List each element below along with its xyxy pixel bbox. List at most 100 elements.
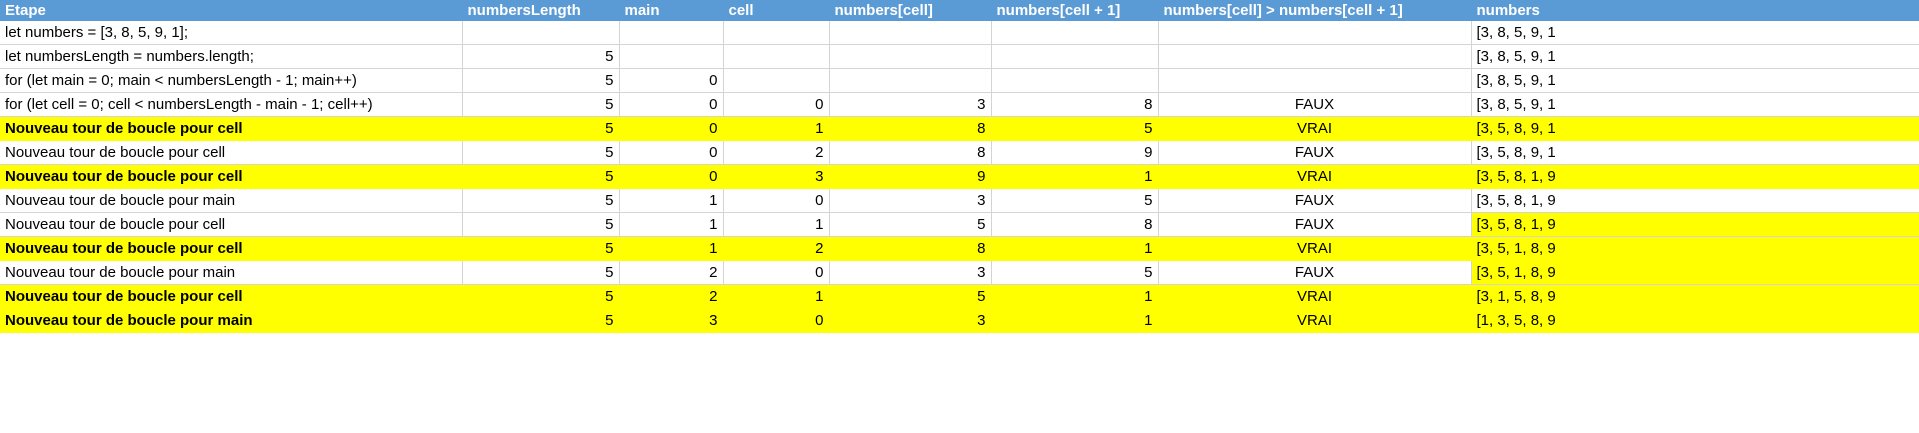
cell-numbers-cell-next[interactable]: 5 [991,116,1159,141]
cell-comparison[interactable]: FAUX [1158,260,1472,285]
cell-numbers-length[interactable]: 5 [462,92,620,117]
cell-numbers-cell[interactable]: 3 [829,260,992,285]
cell-comparison[interactable]: FAUX [1158,140,1472,165]
cell-numbers[interactable]: [1, 3, 5, 8, 9 [1471,308,1919,333]
cell-numbers-cell-next[interactable] [991,68,1159,93]
cell-numbers-cell[interactable]: 3 [829,92,992,117]
cell-numbers-cell[interactable]: 3 [829,188,992,213]
cell-main[interactable]: 0 [619,140,724,165]
cell-numbers-cell-next[interactable]: 8 [991,92,1159,117]
cell-cell[interactable]: 1 [723,116,830,141]
cell-step[interactable]: for (let cell = 0; cell < numbersLength … [0,92,463,117]
cell-comparison[interactable]: FAUX [1158,212,1472,237]
cell-step[interactable]: Nouveau tour de boucle pour main [0,308,463,333]
cell-step[interactable]: Nouveau tour de boucle pour cell [0,164,463,189]
cell-numbers-cell-next[interactable]: 8 [991,212,1159,237]
cell-numbers[interactable]: [3, 5, 8, 9, 1 [1471,116,1919,141]
header-numbers-length[interactable]: numbersLength [462,0,620,21]
cell-numbers-cell-next[interactable]: 1 [991,164,1159,189]
cell-cell[interactable] [723,68,830,93]
cell-numbers-cell-next[interactable]: 5 [991,188,1159,213]
header-numbers-cell-next[interactable]: numbers[cell + 1] [991,0,1159,21]
cell-cell[interactable]: 2 [723,140,830,165]
cell-numbers-length[interactable]: 5 [462,260,620,285]
cell-cell[interactable]: 3 [723,164,830,189]
cell-main[interactable]: 1 [619,212,724,237]
cell-numbers[interactable]: [3, 5, 8, 1, 9 [1471,212,1919,237]
cell-comparison[interactable]: FAUX [1158,188,1472,213]
cell-numbers-cell-next[interactable] [991,44,1159,69]
cell-cell[interactable]: 0 [723,92,830,117]
cell-numbers-length[interactable]: 5 [462,284,620,309]
cell-numbers-cell[interactable]: 8 [829,116,992,141]
cell-numbers-length[interactable]: 5 [462,188,620,213]
cell-numbers-length[interactable]: 5 [462,236,620,261]
cell-numbers[interactable]: [3, 8, 5, 9, 1 [1471,21,1919,45]
cell-step[interactable]: Nouveau tour de boucle pour cell [0,212,463,237]
cell-step[interactable]: Nouveau tour de boucle pour cell [0,140,463,165]
cell-comparison[interactable]: VRAI [1158,116,1472,141]
cell-numbers[interactable]: [3, 5, 8, 1, 9 [1471,164,1919,189]
header-cell[interactable]: cell [723,0,830,21]
cell-step[interactable]: let numbers = [3, 8, 5, 9, 1]; [0,21,463,45]
cell-numbers-length[interactable]: 5 [462,140,620,165]
cell-numbers-cell[interactable]: 8 [829,236,992,261]
header-comparison[interactable]: numbers[cell] > numbers[cell + 1] [1158,0,1472,21]
cell-numbers-cell[interactable]: 5 [829,284,992,309]
cell-step[interactable]: Nouveau tour de boucle pour cell [0,116,463,141]
cell-comparison[interactable]: FAUX [1158,92,1472,117]
cell-comparison[interactable] [1158,68,1472,93]
cell-cell[interactable]: 1 [723,212,830,237]
cell-numbers-cell[interactable] [829,44,992,69]
cell-numbers-length[interactable]: 5 [462,68,620,93]
cell-step[interactable]: Nouveau tour de boucle pour main [0,188,463,213]
header-step[interactable]: Etape [0,0,463,21]
cell-numbers-cell-next[interactable] [991,21,1159,45]
cell-numbers-cell-next[interactable]: 1 [991,308,1159,333]
cell-numbers[interactable]: [3, 5, 1, 8, 9 [1471,260,1919,285]
cell-comparison[interactable]: VRAI [1158,236,1472,261]
cell-step[interactable]: Nouveau tour de boucle pour cell [0,236,463,261]
cell-step[interactable]: for (let main = 0; main < numbersLength … [0,68,463,93]
cell-numbers[interactable]: [3, 5, 8, 9, 1 [1471,140,1919,165]
cell-numbers[interactable]: [3, 5, 1, 8, 9 [1471,236,1919,261]
cell-comparison[interactable] [1158,44,1472,69]
cell-main[interactable]: 0 [619,164,724,189]
cell-numbers-length[interactable]: 5 [462,116,620,141]
cell-main[interactable] [619,44,724,69]
cell-numbers[interactable]: [3, 5, 8, 1, 9 [1471,188,1919,213]
cell-numbers-cell[interactable]: 5 [829,212,992,237]
cell-numbers[interactable]: [3, 1, 5, 8, 9 [1471,284,1919,309]
cell-numbers[interactable]: [3, 8, 5, 9, 1 [1471,68,1919,93]
cell-numbers[interactable]: [3, 8, 5, 9, 1 [1471,92,1919,117]
cell-numbers-cell-next[interactable]: 5 [991,260,1159,285]
cell-numbers-cell[interactable]: 9 [829,164,992,189]
cell-numbers-cell[interactable] [829,21,992,45]
cell-numbers-cell[interactable]: 8 [829,140,992,165]
cell-numbers-length[interactable]: 5 [462,308,620,333]
cell-cell[interactable]: 2 [723,236,830,261]
cell-main[interactable] [619,21,724,45]
cell-main[interactable]: 1 [619,236,724,261]
header-numbers[interactable]: numbers [1471,0,1919,21]
cell-main[interactable]: 2 [619,260,724,285]
cell-numbers-length[interactable]: 5 [462,164,620,189]
header-main[interactable]: main [619,0,724,21]
cell-cell[interactable]: 0 [723,260,830,285]
cell-comparison[interactable]: VRAI [1158,284,1472,309]
header-numbers-cell[interactable]: numbers[cell] [829,0,992,21]
cell-step[interactable]: let numbersLength = numbers.length; [0,44,463,69]
cell-numbers-cell-next[interactable]: 9 [991,140,1159,165]
cell-comparison[interactable]: VRAI [1158,308,1472,333]
cell-numbers[interactable]: [3, 8, 5, 9, 1 [1471,44,1919,69]
cell-main[interactable]: 0 [619,92,724,117]
cell-cell[interactable]: 0 [723,188,830,213]
cell-numbers-cell-next[interactable]: 1 [991,284,1159,309]
cell-step[interactable]: Nouveau tour de boucle pour main [0,260,463,285]
cell-numbers-length[interactable] [462,21,620,45]
cell-comparison[interactable] [1158,21,1472,45]
cell-numbers-cell[interactable]: 3 [829,308,992,333]
cell-cell[interactable]: 1 [723,284,830,309]
cell-main[interactable]: 1 [619,188,724,213]
cell-comparison[interactable]: VRAI [1158,164,1472,189]
